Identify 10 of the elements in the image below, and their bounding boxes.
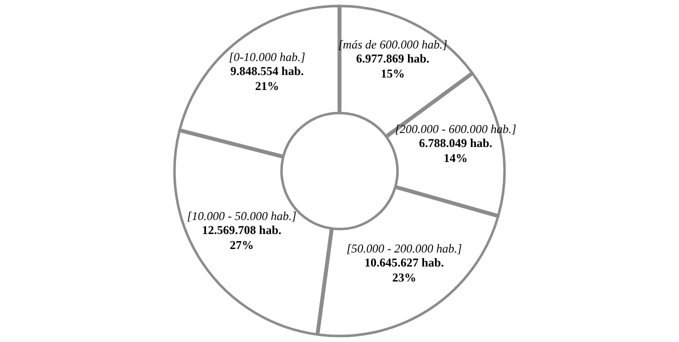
data-label: 10.645.627 hab. 23% — [364, 256, 444, 285]
slice-label: [10.000 - 50.000 hab.] — [187, 209, 297, 224]
slice-label: [50.000 - 200.000 hab.] — [346, 242, 462, 256]
data-label: 6.788.049 hab. 14% — [418, 136, 492, 165]
slice-label: [más de 600.000 hab.] — [338, 38, 448, 52]
slice-label: [0-10.000 hab.] — [228, 50, 306, 64]
data-label: 12.569.708 hab. 27% — [202, 223, 282, 252]
data-label: 6.977.869 hab. 15% — [356, 52, 430, 81]
data-label: 9.848.554 hab. 21% — [230, 64, 304, 93]
slice-label: [200.000 - 600.000 hab.] — [394, 122, 517, 136]
